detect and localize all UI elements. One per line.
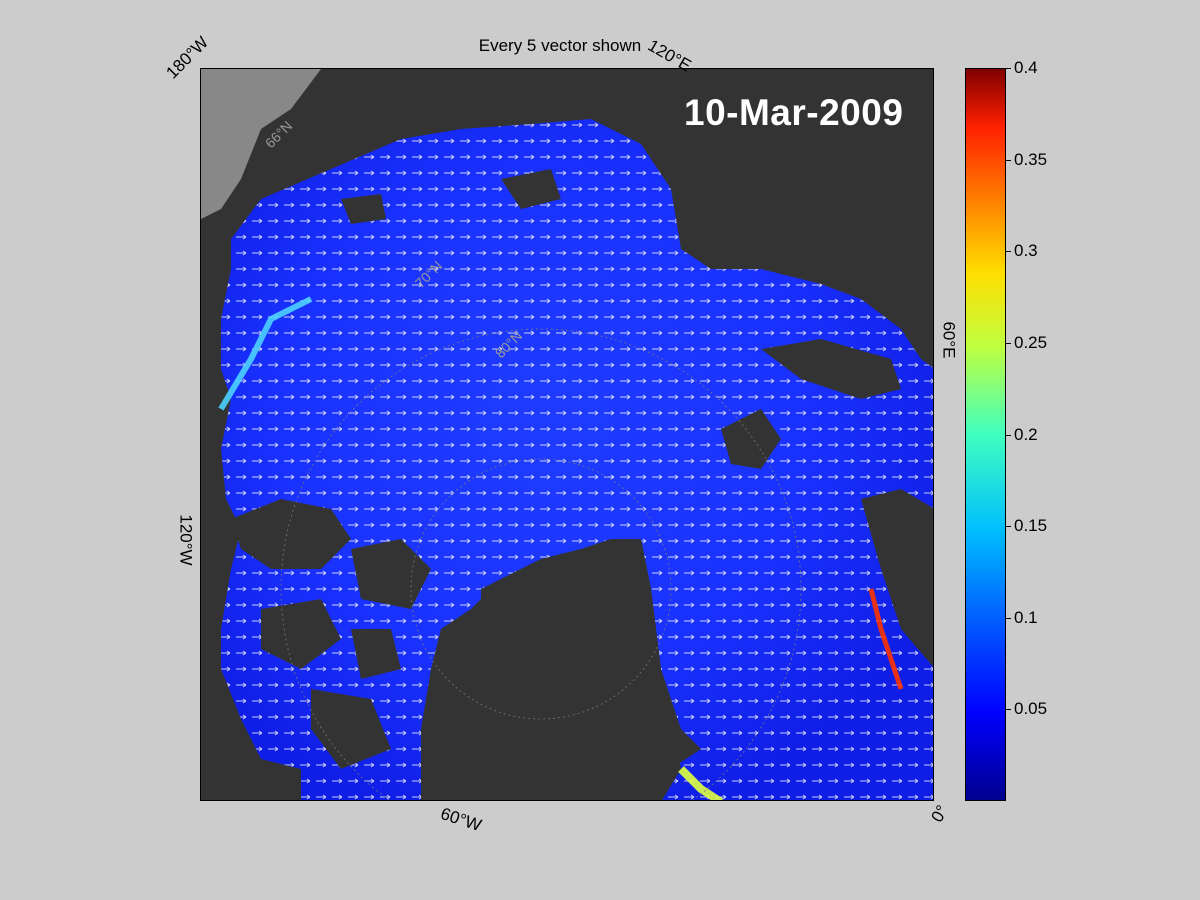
lon-label-120w: 120°W — [176, 514, 196, 566]
colorbar-tick-label: 0.3 — [1006, 241, 1038, 261]
colorbar-tick-label: 0.25 — [1006, 333, 1047, 353]
date-label: 10-Mar-2009 — [684, 92, 904, 133]
colorbar-ticks: 0.4 0.35 0.3 0.25 0.2 0.15 0.1 0.05 — [1006, 58, 1086, 801]
graticule-80n — [410, 458, 672, 720]
colorbar-tick-label: 0.35 — [1006, 150, 1047, 170]
graticule-70n — [280, 328, 802, 800]
colorbar-tick-label: 0.1 — [1006, 608, 1038, 628]
land-siberian-islands — [341, 169, 561, 224]
colorbar-tick-label: 0.4 — [1006, 58, 1038, 78]
land-scandinavia — [861, 489, 933, 667]
fast-drift-streak-fram — [678, 766, 724, 800]
lon-label-60w: 60°W — [438, 804, 484, 836]
chart-title: Every 5 vector shown — [478, 36, 642, 55]
land-svalbard — [721, 409, 781, 469]
lon-label-0: 0° — [927, 801, 952, 826]
lon-label-60e: 60°E — [939, 321, 959, 359]
colorbar-tick-label: 0.05 — [1006, 699, 1047, 719]
colorbar — [965, 68, 1006, 801]
sea-ice-drift-map: 66°N 70°N 80°N — [200, 68, 934, 801]
colorbar-tick-label: 0.15 — [1006, 516, 1047, 536]
drift-vectors — [221, 119, 933, 800]
colorbar-tick-label: 0.2 — [1006, 425, 1038, 445]
map-canvas: 66°N 70°N 80°N — [201, 69, 933, 800]
fast-drift-streak-beaufort — [218, 296, 313, 411]
fast-drift-streak-east-greenland — [868, 588, 904, 690]
land-greenland — [481, 539, 681, 800]
land-canadian-archipelago — [231, 499, 431, 769]
land-novaya-zemlya — [761, 339, 901, 399]
land-alaska — [201, 69, 321, 219]
